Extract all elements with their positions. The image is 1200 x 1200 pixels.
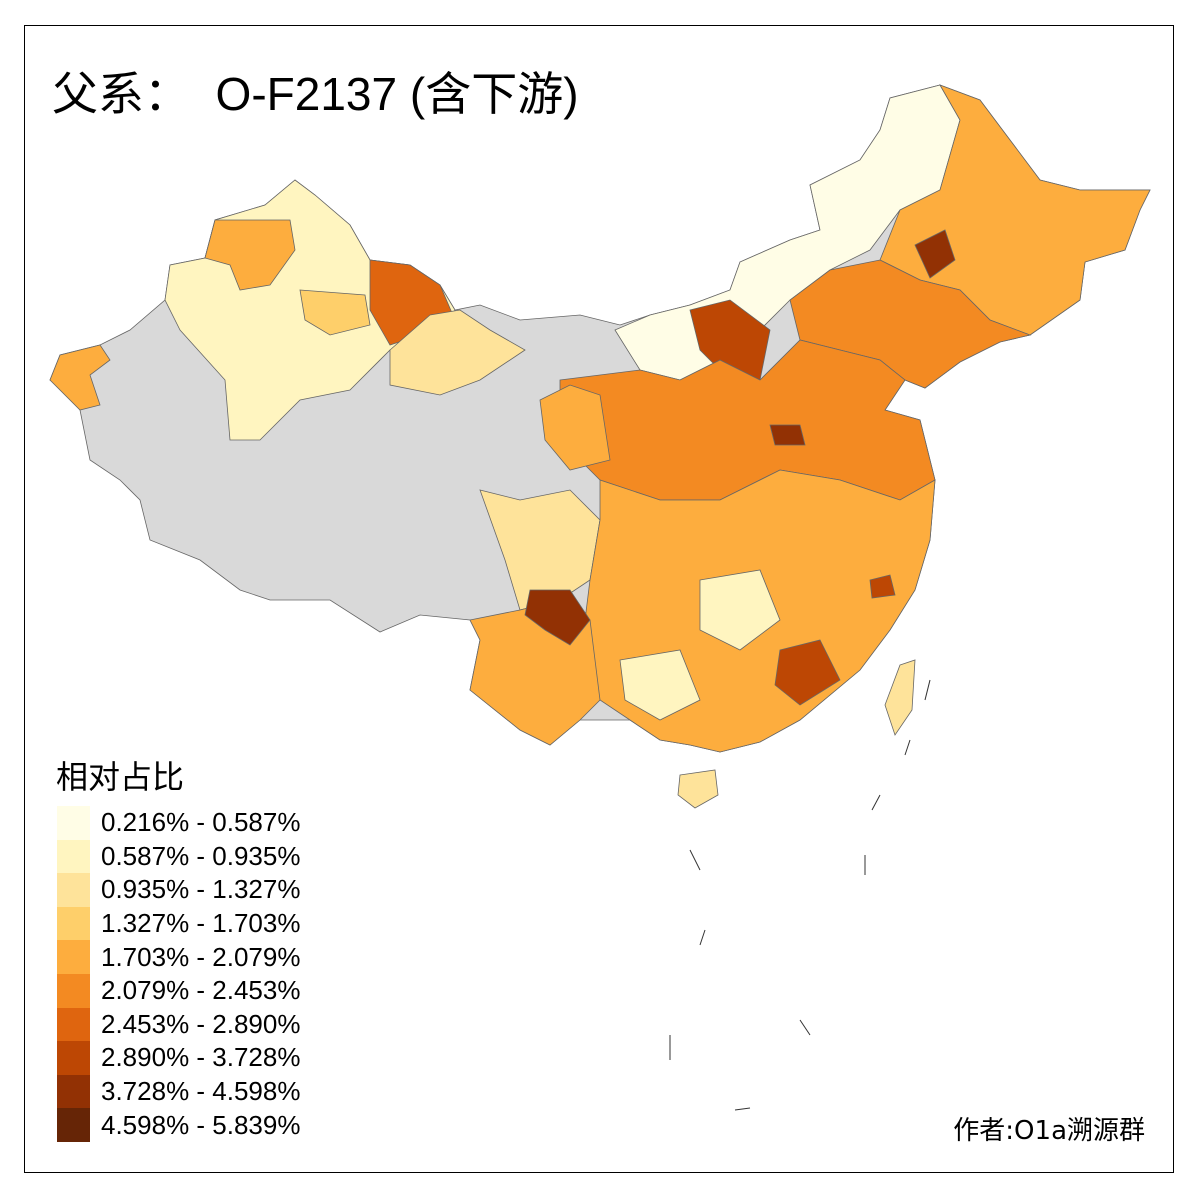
legend-label: 2.890% - 3.728% (101, 1042, 301, 1073)
region-ili (204, 219, 296, 291)
map-title: 父系： O-F2137 (含下游) (52, 68, 579, 120)
legend-label: 2.453% - 2.890% (101, 1008, 301, 1039)
legend-label: 1.703% - 2.079% (101, 941, 301, 972)
region-guangxi-pale (619, 649, 701, 721)
legend-label: 2.079% - 2.453% (101, 975, 301, 1006)
legend-item: 3.728% - 4.598% (57, 1074, 301, 1109)
legend-swatch (57, 1041, 90, 1075)
region-heilongjiang (879, 84, 1151, 336)
legend-item: 4.598% - 5.839% (57, 1108, 300, 1142)
legend-label: 4.598% - 5.839% (101, 1109, 301, 1140)
south-china-sea-islands (669, 679, 931, 1111)
region-hainan (677, 769, 719, 809)
map-frame (24, 25, 1174, 1173)
author-credit: 作者:O1a溯源群 (953, 1116, 1145, 1146)
legend-swatch (57, 940, 90, 974)
legend-swatch (57, 806, 90, 840)
legend-swatch (57, 906, 90, 941)
region-gansu-west (389, 309, 526, 396)
region-qinghai-east (539, 384, 611, 471)
region-turpan (299, 289, 371, 336)
legend-swatch (57, 1108, 90, 1142)
legend-item: 0.216% - 0.587% (57, 806, 300, 840)
region-zhejiang-dark (869, 574, 896, 599)
legend-item: 0.935% - 1.327% (57, 873, 300, 907)
legend-item: 1.327% - 1.703% (57, 906, 301, 941)
legend-label: 3.728% - 4.598% (101, 1076, 301, 1107)
legend-item: 2.453% - 2.890% (57, 1007, 301, 1042)
legend-swatch (57, 1074, 90, 1109)
region-hinggan-dark (914, 229, 956, 279)
legend-item: 1.703% - 2.079% (57, 940, 300, 974)
legend-label: 0.935% - 1.327% (101, 874, 301, 905)
legend-item: 2.890% - 3.728% (57, 1041, 300, 1075)
legend-swatch (57, 873, 90, 907)
region-taiwan (884, 659, 916, 736)
legend-label: 0.216% - 0.587% (101, 807, 301, 838)
legend-swatch (57, 1007, 90, 1042)
region-xinjiang-west (49, 344, 111, 411)
region-liangshan-dark (524, 589, 591, 646)
legend-title: 相对占比 (56, 758, 185, 796)
region-guangdong-dark (774, 639, 841, 706)
region-shanxi-dark (769, 424, 806, 446)
legend-label: 1.327% - 1.703% (101, 908, 301, 939)
legend-swatch (57, 974, 90, 1008)
legend-label: 0.587% - 0.935% (101, 840, 301, 871)
region-hunan-pale (699, 569, 781, 651)
legend-item: 0.587% - 0.935% (57, 839, 301, 874)
legend-swatch (57, 839, 90, 874)
legend-item: 2.079% - 2.453% (57, 974, 300, 1008)
